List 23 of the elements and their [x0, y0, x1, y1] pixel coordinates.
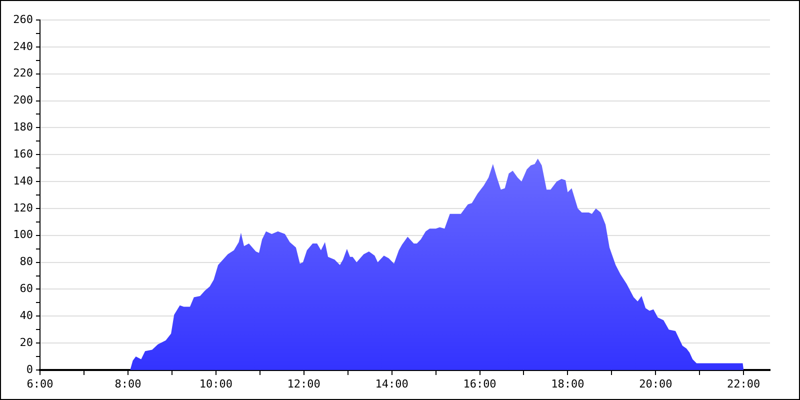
x-tick-label: 22:00 [727, 377, 760, 390]
y-tick-label: 80 [20, 255, 33, 268]
y-tick-label: 200 [13, 94, 33, 107]
y-tick-label: 260 [13, 12, 33, 26]
x-tick-label: 10:00 [199, 377, 232, 390]
y-tick-label: 20 [20, 336, 33, 349]
x-tick-label: 20:00 [639, 377, 672, 390]
x-tick-label: 6:00 [26, 377, 54, 390]
x-tick-label: 16:00 [463, 377, 496, 390]
x-tick-label: 12:00 [287, 377, 320, 390]
y-tick-label: 0 [26, 362, 33, 376]
y-tick-label: 140 [13, 174, 33, 188]
x-tick-label: 14:00 [375, 377, 408, 390]
y-tick-label: 60 [20, 282, 33, 296]
y-tick-label: 40 [20, 309, 33, 322]
y-tick-label: 100 [13, 228, 33, 242]
y-tick-label: 160 [13, 147, 33, 160]
y-tick-label: 220 [13, 66, 33, 80]
x-tick-label: 8:00 [114, 377, 142, 390]
y-tick-label: 120 [13, 201, 33, 214]
x-tick-label: 18:00 [551, 377, 584, 390]
y-tick-label: 180 [13, 120, 33, 134]
y-tick-label: 240 [13, 40, 33, 53]
